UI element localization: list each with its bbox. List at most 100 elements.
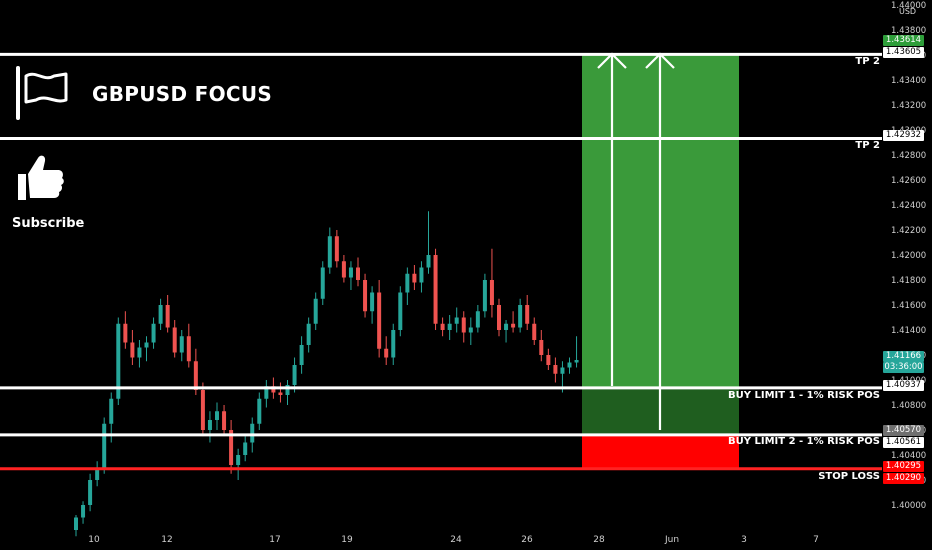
y-tick-label: 1.43200 bbox=[891, 101, 926, 111]
x-tick-label: Jun bbox=[664, 535, 679, 545]
candle-body bbox=[398, 292, 403, 330]
candle-body bbox=[482, 280, 487, 312]
brand-title: GBPUSD FOCUS bbox=[92, 82, 273, 106]
candle-body bbox=[278, 392, 283, 395]
candle-body bbox=[433, 255, 438, 324]
candle-body bbox=[222, 411, 227, 430]
buy-limit-1-label: BUY LIMIT 1 - 1% RISK POS bbox=[728, 390, 880, 401]
price-tag-buy1: 1.40937 bbox=[883, 380, 924, 391]
y-tick-label: 1.41400 bbox=[891, 326, 926, 336]
candle-body bbox=[116, 323, 121, 399]
price-tag-current: 1.41166 bbox=[883, 351, 924, 362]
stop-zone bbox=[582, 434, 739, 469]
price-tag-tp-mid: 1.42932 bbox=[883, 130, 924, 141]
flag-icon bbox=[14, 66, 70, 127]
subscribe-label[interactable]: Subscribe bbox=[12, 216, 85, 231]
candle-body bbox=[412, 273, 417, 283]
candle-body bbox=[292, 365, 297, 385]
candle-body bbox=[532, 323, 537, 340]
candle-body bbox=[193, 361, 198, 390]
currency-label: USD bbox=[899, 7, 917, 16]
candle-body bbox=[546, 355, 551, 365]
candle-body bbox=[81, 505, 86, 518]
candle-body bbox=[363, 280, 368, 312]
tp-mid-label: TP 2 bbox=[855, 140, 880, 151]
candle-body bbox=[341, 261, 346, 278]
candle-body bbox=[384, 348, 389, 358]
up-arrow-icon bbox=[597, 52, 627, 386]
candle-body bbox=[299, 345, 304, 365]
candle-body bbox=[426, 255, 431, 268]
candle-body bbox=[518, 305, 523, 328]
candle-body bbox=[327, 236, 332, 268]
candle-body bbox=[489, 280, 494, 305]
candle-body bbox=[243, 442, 248, 455]
candle-body bbox=[158, 305, 163, 324]
candle-body bbox=[151, 323, 156, 343]
x-tick-label: 17 bbox=[269, 535, 280, 545]
price-tag-tp-top: 1.43605 bbox=[883, 47, 924, 58]
target-arrows bbox=[597, 52, 675, 430]
candle-body bbox=[348, 267, 353, 278]
candle-body bbox=[377, 292, 382, 349]
candle-body bbox=[102, 423, 107, 468]
candle-body bbox=[172, 327, 177, 353]
y-tick-label: 1.42800 bbox=[891, 151, 926, 161]
candlestick-series bbox=[74, 211, 579, 537]
tp-top-label: TP 2 bbox=[855, 56, 880, 67]
candle-body bbox=[567, 362, 572, 368]
candle-body bbox=[419, 267, 424, 283]
y-tick-label: 1.42000 bbox=[891, 251, 926, 261]
thumbs-up-icon[interactable] bbox=[14, 150, 68, 209]
candle-body bbox=[405, 273, 410, 293]
candle-body bbox=[497, 305, 501, 330]
candle-body bbox=[165, 305, 170, 328]
candle-body bbox=[250, 423, 255, 443]
candle-body bbox=[468, 327, 473, 333]
candle-body bbox=[370, 292, 375, 312]
y-tick-label: 1.41600 bbox=[891, 301, 926, 311]
x-tick-label: 26 bbox=[521, 535, 533, 545]
candle-body bbox=[236, 455, 241, 465]
candle-body bbox=[539, 340, 544, 355]
candle-body bbox=[511, 323, 516, 328]
x-tick-label: 19 bbox=[341, 535, 353, 545]
y-tick-label: 1.42600 bbox=[891, 176, 926, 186]
y-tick-label: 1.42200 bbox=[891, 226, 926, 236]
candle-body bbox=[525, 305, 530, 324]
x-tick-label: 12 bbox=[161, 535, 172, 545]
candle-body bbox=[391, 330, 396, 358]
candle-body bbox=[356, 267, 360, 280]
candle-body bbox=[454, 317, 459, 324]
candle-body bbox=[306, 323, 311, 345]
y-tick-label: 1.40000 bbox=[891, 501, 926, 511]
candle-body bbox=[109, 398, 114, 424]
y-tick-label: 1.43400 bbox=[891, 76, 926, 86]
up-arrow-icon bbox=[645, 52, 675, 430]
price-tag-stop: 1.40290 bbox=[883, 473, 924, 484]
candle-body bbox=[215, 411, 219, 420]
candle-body bbox=[320, 267, 325, 299]
candle-body bbox=[574, 360, 579, 363]
y-tick-label: 1.41800 bbox=[891, 276, 926, 286]
candle-body bbox=[264, 386, 269, 399]
candle-body bbox=[186, 336, 191, 362]
candle-body bbox=[257, 398, 262, 424]
price-tag-buy2: 1.40561 bbox=[883, 437, 924, 448]
candle-body bbox=[95, 467, 100, 480]
y-tick-label: 1.40800 bbox=[891, 401, 926, 411]
candle-body bbox=[313, 298, 318, 324]
price-tag-red: 1.40295 bbox=[883, 461, 924, 472]
candle-body bbox=[74, 517, 78, 530]
price-tag-grey: 1.40570 bbox=[883, 425, 924, 436]
candle-body bbox=[130, 342, 135, 358]
y-tick-label: 1.42400 bbox=[891, 201, 926, 211]
countdown-tag: 03:36:00 bbox=[883, 362, 924, 373]
candle-body bbox=[137, 347, 142, 358]
y-tick-label: 1.40400 bbox=[891, 451, 926, 461]
time-axis[interactable]: 10 12 17 19 24 26 28 Jun 3 7 bbox=[88, 535, 819, 545]
candle-body bbox=[88, 480, 93, 505]
price-tag-green: 1.43614 bbox=[883, 35, 924, 46]
x-tick-label: 24 bbox=[450, 535, 462, 545]
candle-body bbox=[200, 390, 205, 430]
